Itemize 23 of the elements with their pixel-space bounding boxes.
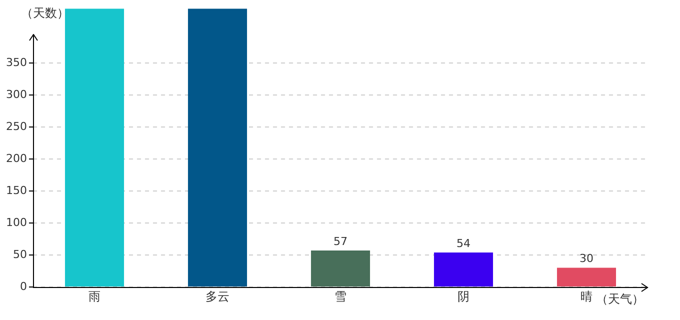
y-tick-label: 300 <box>6 88 27 101</box>
x-tick-label: 晴 <box>580 289 592 304</box>
bar <box>310 250 370 286</box>
bar <box>556 268 616 286</box>
y-tick-label: 250 <box>6 120 27 133</box>
y-tick-label: 0 <box>20 280 27 293</box>
data-label: 54 <box>456 236 470 250</box>
x-tick-label: 雨 <box>88 289 100 304</box>
x-tick-label: 多云 <box>206 289 230 304</box>
y-axis-title: （天数） <box>21 6 69 20</box>
y-tick-label: 200 <box>6 152 27 165</box>
data-label: 30 <box>580 252 594 266</box>
y-tick-label: 100 <box>6 216 27 229</box>
x-axis-title: （天气） <box>596 292 644 306</box>
y-tick-label: 50 <box>13 248 27 261</box>
bar <box>64 8 124 286</box>
bar <box>188 8 248 286</box>
data-label: 57 <box>334 234 348 248</box>
x-tick-label: 阴 <box>458 289 470 304</box>
bar <box>434 252 494 286</box>
y-tick-label: 150 <box>6 184 27 197</box>
y-tick-label: 350 <box>6 56 27 69</box>
x-tick-label: 雪 <box>334 289 346 304</box>
